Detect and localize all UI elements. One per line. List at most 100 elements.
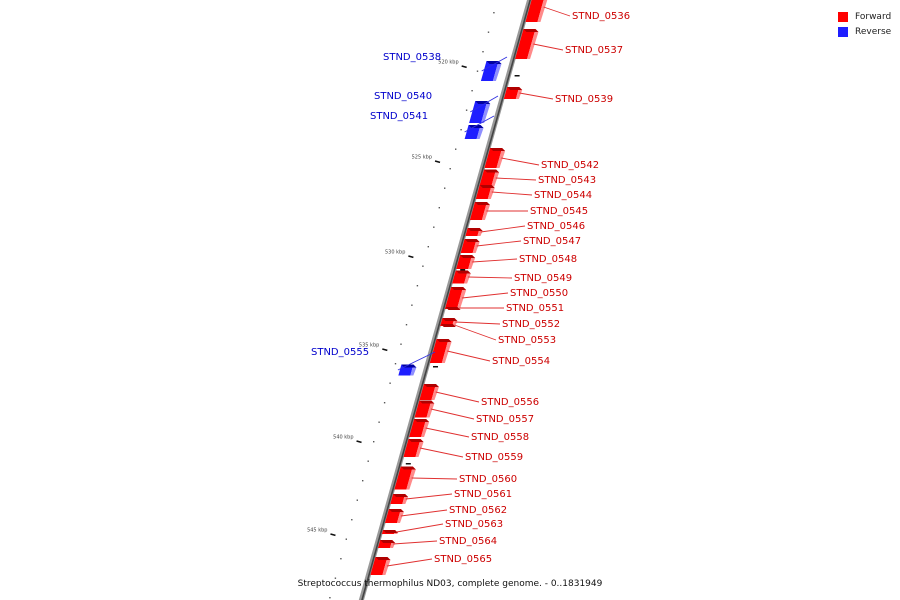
gene-stnd-0542[interactable] bbox=[484, 148, 506, 168]
gene-features bbox=[370, 0, 548, 575]
gene-body[interactable] bbox=[409, 419, 427, 437]
gene-body[interactable] bbox=[456, 255, 473, 269]
gene-label[interactable]: STND_0537 bbox=[565, 45, 623, 56]
gene-label[interactable]: STND_0557 bbox=[476, 414, 534, 425]
gene-body[interactable] bbox=[475, 185, 492, 199]
gene-stnd-0564[interactable] bbox=[377, 540, 396, 548]
gene-body[interactable] bbox=[419, 384, 436, 400]
gene-label[interactable]: STND_0545 bbox=[530, 206, 588, 217]
legend-forward-label: Forward bbox=[855, 11, 892, 22]
gene-body-top bbox=[445, 307, 461, 310]
gene-label[interactable]: STND_0551 bbox=[506, 303, 564, 314]
label-leader-line bbox=[467, 276, 513, 279]
gene-body-side bbox=[456, 287, 467, 309]
gene-stnd-0555[interactable] bbox=[398, 364, 417, 376]
gene-body[interactable] bbox=[384, 509, 401, 523]
gene-body-top bbox=[468, 125, 484, 128]
gene-body[interactable] bbox=[452, 270, 468, 284]
gene-label[interactable]: STND_0550 bbox=[510, 288, 568, 299]
gene-body-top bbox=[408, 439, 424, 442]
gene-stnd-0557[interactable] bbox=[414, 400, 435, 418]
minor-tick bbox=[340, 558, 342, 560]
gene-body[interactable] bbox=[370, 557, 388, 575]
gene-stnd-0562[interactable] bbox=[384, 509, 404, 523]
gene-body[interactable] bbox=[484, 148, 503, 168]
gene-stnd-0547[interactable] bbox=[460, 239, 480, 253]
gene-label[interactable]: STND_0546 bbox=[527, 221, 585, 232]
label-leader-line bbox=[481, 56, 508, 72]
gene-body[interactable] bbox=[525, 0, 545, 22]
gene-label[interactable]: STND_0553 bbox=[498, 335, 556, 346]
gene-label[interactable]: STND_0544 bbox=[534, 190, 592, 201]
gene-label[interactable]: STND_0547 bbox=[523, 236, 581, 247]
gene-label[interactable]: STND_0554 bbox=[492, 356, 550, 367]
gene-body[interactable] bbox=[444, 287, 464, 309]
gene-stnd-0537[interactable] bbox=[515, 29, 539, 59]
gene-label[interactable]: STND_0562 bbox=[449, 505, 507, 516]
gene-stnd-0536[interactable] bbox=[525, 0, 548, 22]
gene-stnd-0538[interactable] bbox=[480, 61, 502, 81]
gene-stnd-0559[interactable] bbox=[403, 439, 424, 457]
gene-stnd-0551[interactable] bbox=[444, 307, 461, 310]
gene-stnd-0548[interactable] bbox=[456, 255, 476, 269]
gene-body[interactable] bbox=[403, 439, 421, 457]
gene-stnd-0550[interactable] bbox=[444, 287, 467, 309]
gene-body-side bbox=[472, 239, 480, 253]
gene-label[interactable]: STND_0542 bbox=[541, 160, 599, 171]
gene-stnd-0554[interactable] bbox=[429, 339, 452, 363]
gene-stnd-0560[interactable] bbox=[394, 466, 416, 490]
gene-stnd-0563[interactable] bbox=[381, 530, 399, 534]
gene-stnd-0553[interactable] bbox=[440, 324, 456, 327]
gene-body-top bbox=[479, 185, 495, 188]
gene-stnd-0558[interactable] bbox=[409, 419, 430, 437]
gene-body[interactable] bbox=[480, 61, 499, 81]
gene-stnd-0546[interactable] bbox=[465, 228, 483, 236]
gene-body-side bbox=[441, 339, 452, 363]
gene-stnd-0545[interactable] bbox=[469, 202, 490, 220]
gene-body[interactable] bbox=[394, 466, 413, 490]
gene-body[interactable] bbox=[469, 101, 488, 123]
gene-body[interactable] bbox=[515, 29, 536, 59]
gene-label[interactable]: STND_0548 bbox=[519, 254, 577, 265]
gene-stnd-0544[interactable] bbox=[475, 185, 495, 199]
gene-body-side bbox=[431, 384, 439, 400]
gene-stnd-0541[interactable] bbox=[464, 125, 484, 139]
gene-body[interactable] bbox=[469, 202, 487, 220]
gene-label[interactable]: STND_0540 bbox=[374, 91, 432, 102]
gene-label[interactable]: STND_0563 bbox=[445, 519, 503, 530]
gene-stnd-0539[interactable] bbox=[503, 87, 523, 99]
gene-label[interactable]: STND_0555 bbox=[311, 347, 369, 358]
gene-stnd-0561[interactable] bbox=[390, 494, 409, 504]
gene-label[interactable]: STND_0543 bbox=[538, 175, 596, 186]
gene-label[interactable]: STND_0564 bbox=[439, 536, 497, 547]
reverse-swatch bbox=[838, 26, 848, 37]
gene-label[interactable]: STND_0538 bbox=[383, 52, 441, 63]
gene-label[interactable]: STND_0558 bbox=[471, 432, 529, 443]
gene-body[interactable] bbox=[479, 169, 497, 187]
gene-label[interactable]: STND_0556 bbox=[481, 397, 539, 408]
minor-tick bbox=[433, 366, 438, 368]
gene-stnd-0540[interactable] bbox=[469, 101, 491, 123]
gene-label[interactable]: STND_0559 bbox=[465, 452, 523, 463]
gene-body[interactable] bbox=[460, 239, 477, 253]
gene-body[interactable] bbox=[429, 339, 449, 363]
gene-stnd-0565[interactable] bbox=[370, 557, 391, 575]
gene-label[interactable]: STND_0565 bbox=[434, 554, 492, 565]
gene-label[interactable]: STND_0560 bbox=[459, 474, 517, 485]
gene-label[interactable]: STND_0536 bbox=[572, 11, 630, 22]
gene-stnd-0556[interactable] bbox=[419, 384, 439, 400]
gene-label[interactable]: STND_0552 bbox=[502, 319, 560, 330]
gene-body-top bbox=[436, 339, 452, 342]
gene-label[interactable]: STND_0561 bbox=[454, 489, 512, 500]
gene-label[interactable]: STND_0539 bbox=[555, 94, 613, 105]
gene-body-top bbox=[484, 169, 500, 173]
gene-stnd-0543[interactable] bbox=[479, 169, 500, 187]
minor-tick bbox=[367, 460, 369, 462]
gene-body[interactable] bbox=[464, 125, 481, 139]
gene-stnd-0549[interactable] bbox=[452, 270, 471, 284]
gene-label[interactable]: STND_0541 bbox=[370, 111, 428, 122]
gene-body-top bbox=[393, 494, 409, 497]
gene-body[interactable] bbox=[414, 400, 432, 418]
gene-label[interactable]: STND_0549 bbox=[514, 273, 572, 284]
tick-label: 535 kbp bbox=[359, 343, 379, 349]
